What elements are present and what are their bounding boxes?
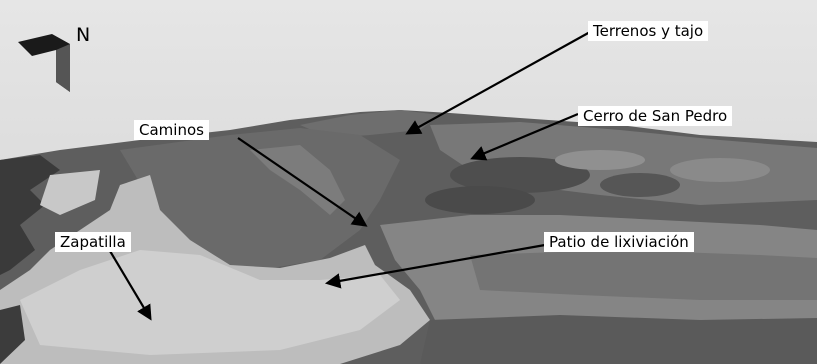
arrow-terrenos bbox=[405, 31, 591, 135]
label-patio-lixiviacion: Patio de lixiviación bbox=[544, 232, 694, 252]
north-label: N bbox=[76, 24, 91, 46]
left-light-strip bbox=[40, 170, 100, 215]
lower-right-band bbox=[420, 315, 817, 364]
label-terrenos-tajo: Terrenos y tajo bbox=[588, 21, 709, 41]
light-patch bbox=[555, 150, 645, 170]
lower-left-dark bbox=[0, 305, 25, 364]
label-caminos: Caminos bbox=[134, 120, 209, 140]
label-zapatilla: Zapatilla bbox=[55, 232, 131, 252]
ridge-highlight bbox=[300, 110, 440, 138]
dark-patch bbox=[600, 173, 680, 197]
zapatilla-highlight bbox=[20, 250, 400, 355]
arrow-zapatilla bbox=[109, 250, 152, 321]
arrow-caminos bbox=[237, 137, 368, 227]
label-cerro-san-pedro: Cerro de San Pedro bbox=[578, 106, 733, 126]
patio-bands bbox=[470, 250, 817, 300]
light-patch bbox=[670, 158, 770, 182]
central-slopes bbox=[120, 128, 400, 270]
dark-patch bbox=[450, 157, 590, 193]
arrow-patio bbox=[324, 243, 546, 289]
arrow-cerro bbox=[470, 112, 579, 161]
left-dark-band bbox=[0, 155, 60, 275]
dark-patch bbox=[425, 186, 535, 214]
north-arrow-icon bbox=[18, 34, 70, 92]
